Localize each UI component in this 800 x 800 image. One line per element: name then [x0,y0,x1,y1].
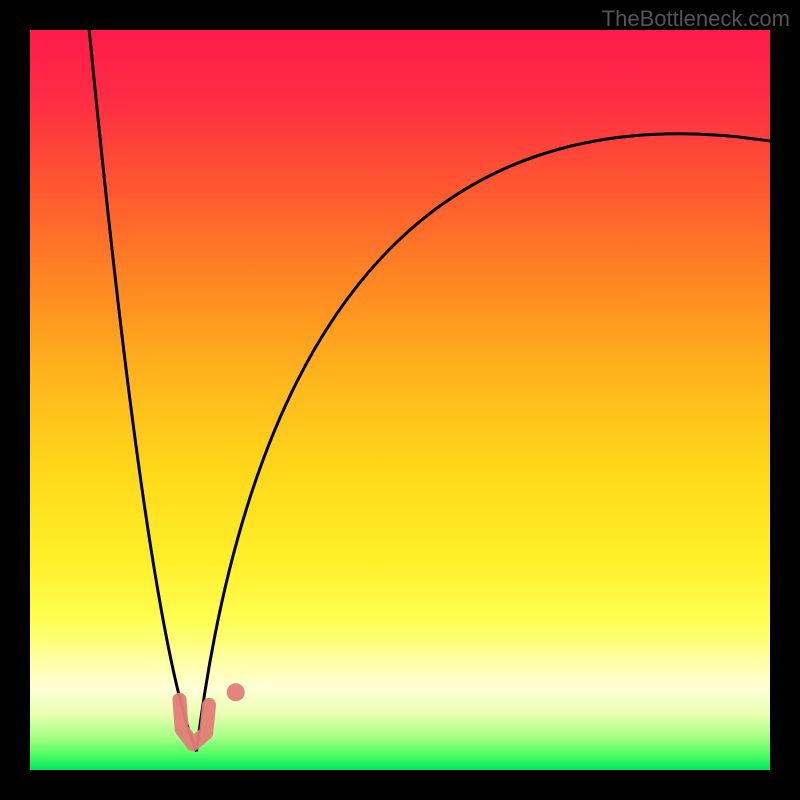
marker-u-shape [179,700,209,744]
plot-area [30,30,770,770]
curve-left [89,30,196,752]
figure-canvas: TheBottleneck.com [0,0,800,800]
watermark-text: TheBottleneck.com [602,6,790,32]
marker-dot [227,683,245,701]
curve-right [197,134,771,752]
chart-curves [30,30,770,770]
